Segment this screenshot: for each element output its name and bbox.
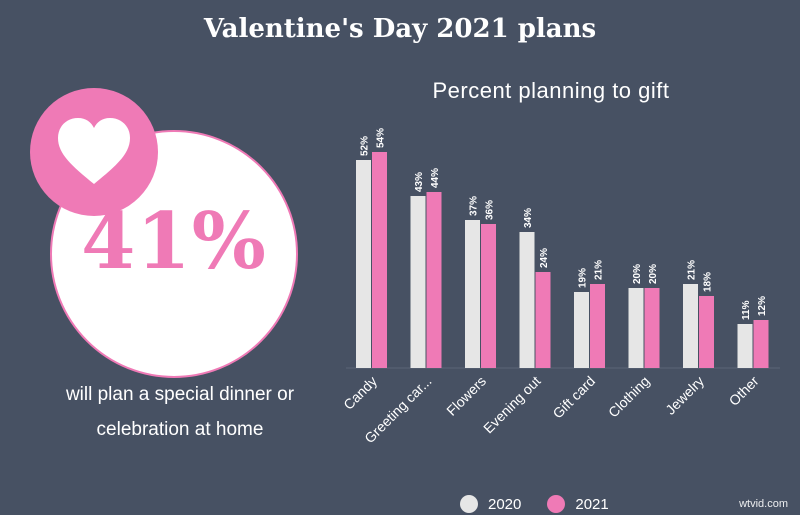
legend-item-2021: 2021 bbox=[547, 495, 609, 513]
heart-icon bbox=[58, 118, 130, 184]
data-label-2020-1: 43% bbox=[414, 172, 425, 192]
bar-2021-5 bbox=[644, 288, 660, 368]
stat-caption-line2: celebration at home bbox=[96, 419, 264, 440]
data-label-2020-0: 52% bbox=[360, 136, 371, 156]
bar-2021-7 bbox=[753, 320, 769, 368]
legend-swatch-2021 bbox=[547, 495, 566, 513]
watermark: wtvid.com bbox=[739, 498, 788, 510]
category-label-3: Evening out bbox=[480, 373, 544, 437]
data-label-2020-5: 20% bbox=[632, 264, 643, 284]
bar-2021-3 bbox=[535, 272, 551, 368]
data-label-2020-2: 37% bbox=[469, 196, 480, 216]
data-label-2021-7: 12% bbox=[757, 296, 768, 316]
legend-swatch-2020 bbox=[460, 495, 478, 513]
bar-2021-4 bbox=[590, 284, 605, 368]
bar-2021-6 bbox=[699, 296, 714, 368]
chart-title: Percent planning to gift bbox=[432, 78, 670, 103]
category-label-0: Candy bbox=[340, 373, 380, 413]
data-label-2020-3: 34% bbox=[523, 208, 534, 228]
stat-panel: 41% will plan a special dinner or celebr… bbox=[0, 0, 330, 513]
data-label-2021-0: 54% bbox=[376, 128, 387, 148]
bar-2020-7 bbox=[737, 324, 753, 368]
chart-legend: 2020 2021 bbox=[460, 493, 635, 515]
infographic-title: Valentine's Day 2021 plans bbox=[203, 14, 597, 44]
bar-2020-6 bbox=[683, 284, 698, 368]
stat-caption-line1: will plan a special dinner or bbox=[65, 384, 295, 405]
bar-2020-1 bbox=[410, 196, 426, 368]
category-label-6: Jewelry bbox=[662, 373, 707, 418]
heart-badge bbox=[30, 88, 158, 216]
data-label-2021-3: 24% bbox=[539, 248, 550, 268]
category-label-4: Gift card bbox=[549, 373, 598, 422]
data-label-2021-5: 20% bbox=[648, 264, 659, 284]
category-label-7: Other bbox=[726, 373, 762, 409]
category-label-2: Flowers bbox=[443, 373, 489, 419]
data-label-2021-4: 21% bbox=[594, 260, 605, 280]
data-label-2020-4: 19% bbox=[578, 268, 589, 288]
data-label-2020-6: 21% bbox=[687, 260, 698, 280]
data-label-2020-7: 11% bbox=[741, 300, 752, 320]
category-label-5: Clothing bbox=[605, 373, 653, 421]
stat-percentage: 41% bbox=[81, 196, 267, 287]
bar-2020-2 bbox=[465, 220, 480, 368]
data-label-2021-2: 36% bbox=[485, 200, 496, 220]
legend-item-2020: 2020 bbox=[460, 495, 521, 513]
data-label-2021-6: 18% bbox=[703, 272, 714, 292]
bar-2021-2 bbox=[481, 224, 496, 368]
legend-label-2021: 2021 bbox=[575, 495, 609, 513]
bar-2020-4 bbox=[574, 292, 589, 368]
bar-2020-0 bbox=[356, 160, 371, 368]
data-label-2021-1: 44% bbox=[430, 168, 441, 188]
bar-2021-1 bbox=[426, 192, 442, 368]
legend-label-2020: 2020 bbox=[488, 495, 522, 513]
bar-2020-5 bbox=[628, 288, 644, 368]
bar-2021-0 bbox=[372, 152, 387, 368]
bar-2020-3 bbox=[519, 232, 535, 368]
